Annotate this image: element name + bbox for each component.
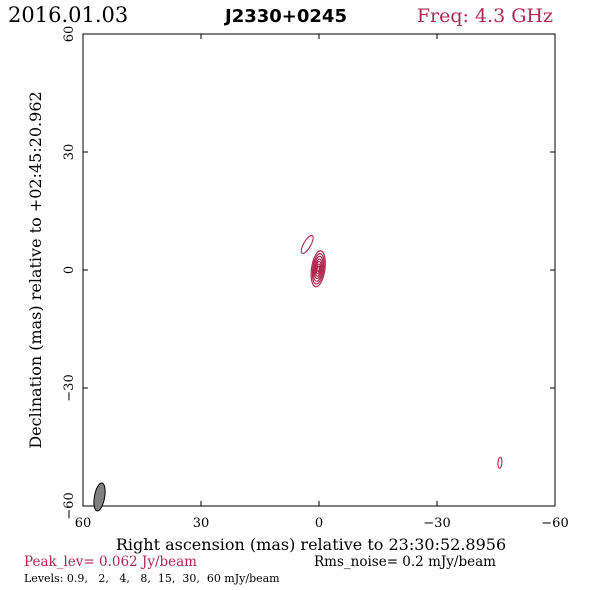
y-tick-label: 60 [62, 26, 77, 43]
y-tick-label: 0 [62, 266, 77, 274]
contour-layer [93, 234, 503, 512]
y-tick-labels: 60 30 0 −30 −60 [62, 26, 77, 520]
y-axis-label: Declination (mas) relative to +02:45:20.… [26, 91, 45, 448]
y-tick-label: −30 [62, 374, 77, 401]
y-tick-label: 30 [62, 144, 77, 161]
frequency-label: Freq: 4.3 GHz [417, 5, 553, 27]
source-name: J2330+0245 [223, 6, 347, 27]
jet-contour [300, 234, 314, 255]
core-contour [314, 260, 322, 277]
x-tick-label: 0 [315, 516, 323, 531]
core-contour [310, 250, 326, 288]
observation-date: 2016.01.03 [8, 3, 128, 27]
axis-ticks [82, 33, 556, 507]
core-contour [316, 265, 320, 272]
contour-levels: Levels: 0.9, 2, 4, 8, 15, 30, 60 mJy/bea… [24, 572, 280, 585]
x-tick-label: −30 [423, 516, 450, 531]
x-axis-label: Right ascension (mas) relative to 23:30:… [116, 535, 506, 554]
noise-contour [497, 456, 503, 469]
core-contour [311, 253, 325, 285]
beam-ellipse [93, 482, 106, 512]
y-tick-label: −60 [62, 492, 77, 519]
x-tick-label: 60 [75, 516, 92, 531]
peak-level: Peak_lev= 0.062 Jy/beam [24, 554, 197, 570]
core-contour [312, 255, 324, 282]
x-tick-label: −60 [541, 516, 568, 531]
x-tick-label: 30 [193, 516, 210, 531]
x-tick-labels: 60 30 0 −30 −60 [75, 516, 569, 531]
core-contour [313, 258, 323, 280]
core-contour [315, 263, 321, 275]
rms-noise: Rms_noise= 0.2 mJy/beam [314, 554, 496, 570]
